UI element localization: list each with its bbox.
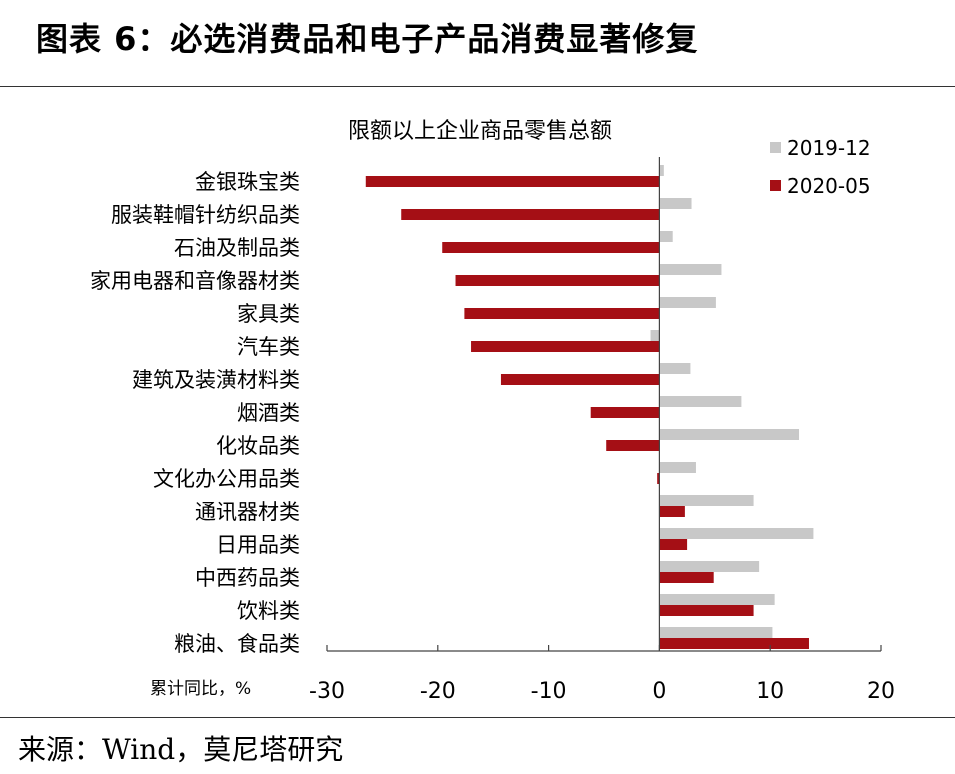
- bar-2019-12: [659, 264, 722, 275]
- bar-2020-05: [657, 473, 660, 484]
- bar-2019-12: [659, 594, 775, 605]
- category-label: 家用电器和音像器材类: [90, 269, 300, 293]
- x-tick-label: -30: [309, 679, 345, 704]
- source-note: 来源：Wind，莫尼塔研究: [18, 733, 344, 766]
- category-label: 建筑及装潢材料类: [132, 368, 300, 392]
- bottom-rule: [0, 717, 955, 718]
- chart-title: 限额以上企业商品零售总额: [348, 119, 612, 144]
- category-label: 化妆品类: [216, 434, 300, 458]
- bar-2020-05: [442, 242, 660, 253]
- bar-2019-12: [659, 561, 760, 572]
- bar-2019-12: [659, 198, 692, 209]
- category-label: 饮料类: [237, 599, 300, 623]
- bar-2020-05: [590, 407, 660, 418]
- bar-2020-05: [659, 572, 714, 583]
- legend-swatch-2019: [770, 142, 781, 153]
- category-label: 烟酒类: [237, 401, 300, 425]
- bar-2019-12: [650, 330, 660, 341]
- legend-label-2019: 2019-12: [787, 136, 871, 160]
- x-tick-label: -20: [420, 679, 456, 704]
- bar-2019-12: [659, 165, 664, 176]
- bar-2019-12: [659, 429, 800, 440]
- bar-2020-05: [455, 275, 660, 286]
- top-rule: [0, 86, 955, 87]
- bar-2019-12: [659, 396, 742, 407]
- bar-2019-12: [659, 462, 696, 473]
- bar-2020-05: [464, 308, 660, 319]
- x-axis-label: 累计同比，%: [150, 679, 251, 699]
- bar-chart: 限额以上企业商品零售总额 2019-12 2020-05 金银珠宝类服装鞋帽针纺…: [90, 119, 895, 704]
- category-label: 文化办公用品类: [153, 467, 300, 491]
- x-axis: -30 -20 -10 0 10 20: [309, 157, 895, 704]
- bar-2020-05: [659, 506, 685, 517]
- bar-2020-05: [659, 638, 809, 649]
- bar-2020-05: [659, 539, 688, 550]
- bar-2020-05: [500, 374, 660, 385]
- bar-2020-05: [365, 176, 660, 187]
- x-tick-label: 20: [867, 679, 895, 704]
- category-label: 服装鞋帽针纺织品类: [111, 203, 300, 227]
- category-label: 日用品类: [216, 533, 300, 557]
- category-label: 通讯器材类: [195, 500, 300, 524]
- category-label: 石油及制品类: [174, 236, 300, 260]
- bar-2019-12: [659, 528, 814, 539]
- bar-2019-12: [659, 297, 716, 308]
- figure-title: 图表 6：必选消费品和电子产品消费显著修复: [36, 20, 699, 58]
- bar-2020-05: [401, 209, 660, 220]
- bar-2019-12: [659, 363, 691, 374]
- category-labels: 金银珠宝类服装鞋帽针纺织品类石油及制品类家用电器和音像器材类家具类汽车类建筑及装…: [90, 170, 300, 656]
- category-label: 金银珠宝类: [195, 170, 300, 194]
- x-tick-label: 10: [756, 679, 784, 704]
- bar-2019-12: [659, 495, 754, 506]
- category-label: 家具类: [237, 302, 300, 326]
- bar-2020-05: [606, 440, 660, 451]
- bar-2019-12: [659, 627, 773, 638]
- category-label: 汽车类: [237, 335, 300, 359]
- x-tick-label: 0: [652, 679, 666, 704]
- category-label: 中西药品类: [195, 566, 300, 590]
- legend-swatch-2020: [770, 180, 781, 191]
- bars-group: [365, 165, 814, 649]
- bar-2020-05: [471, 341, 660, 352]
- category-label: 粮油、食品类: [174, 632, 300, 656]
- bar-2020-05: [659, 605, 754, 616]
- legend-label-2020: 2020-05: [787, 174, 871, 198]
- x-tick-label: -10: [531, 679, 567, 704]
- bar-2019-12: [659, 231, 673, 242]
- legend: 2019-12 2020-05: [770, 136, 871, 198]
